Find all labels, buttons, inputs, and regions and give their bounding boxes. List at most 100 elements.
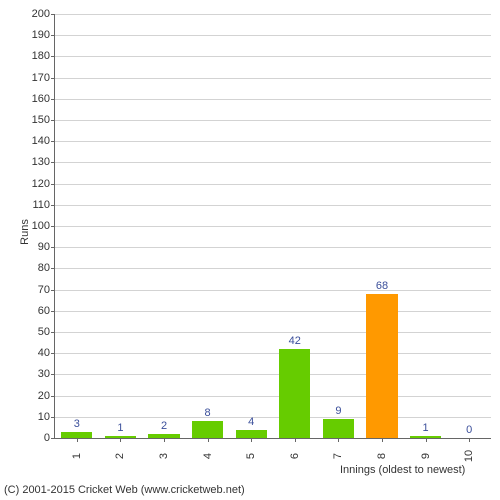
ytick-mark <box>51 162 55 163</box>
ytick-mark <box>51 247 55 248</box>
bar <box>279 349 310 438</box>
ytick-label: 130 <box>32 156 50 168</box>
bar <box>323 419 354 438</box>
ytick-label: 180 <box>32 50 50 62</box>
ytick-label: 110 <box>32 199 50 211</box>
gridline <box>55 205 491 206</box>
gridline <box>55 311 491 312</box>
ytick-mark <box>51 35 55 36</box>
xtick-mark <box>251 438 252 442</box>
xtick-label: 9 <box>420 453 432 459</box>
xtick-label: 2 <box>114 453 126 459</box>
ytick-mark <box>51 184 55 185</box>
ytick-label: 20 <box>38 390 50 402</box>
ytick-mark <box>51 353 55 354</box>
xtick-label: 1 <box>71 453 83 459</box>
bar <box>366 294 397 438</box>
ytick-mark <box>51 99 55 100</box>
ytick-label: 170 <box>32 72 50 84</box>
ytick-label: 0 <box>44 432 50 444</box>
ytick-mark <box>51 396 55 397</box>
gridline <box>55 332 491 333</box>
bar-value-label: 4 <box>248 416 254 428</box>
ytick-mark <box>51 290 55 291</box>
ytick-label: 40 <box>38 347 50 359</box>
gridline <box>55 141 491 142</box>
ytick-mark <box>51 56 55 57</box>
gridline <box>55 226 491 227</box>
xtick-label: 5 <box>245 453 257 459</box>
xtick-mark <box>469 438 470 442</box>
gridline <box>55 290 491 291</box>
gridline <box>55 396 491 397</box>
plot-area: 0102030405060708090100110120130140150160… <box>54 14 491 439</box>
gridline <box>55 374 491 375</box>
xtick-mark <box>382 438 383 442</box>
xtick-mark <box>338 438 339 442</box>
y-axis-label: Runs <box>19 219 31 245</box>
gridline <box>55 268 491 269</box>
ytick-label: 10 <box>38 411 50 423</box>
bar-value-label: 3 <box>74 418 80 430</box>
gridline <box>55 247 491 248</box>
ytick-label: 90 <box>38 241 50 253</box>
bar-value-label: 0 <box>466 424 472 436</box>
ytick-mark <box>51 268 55 269</box>
ytick-mark <box>51 141 55 142</box>
bar-value-label: 9 <box>335 405 341 417</box>
copyright-footer: (C) 2001-2015 Cricket Web (www.cricketwe… <box>4 484 245 496</box>
ytick-mark <box>51 417 55 418</box>
xtick-mark <box>77 438 78 442</box>
bar-value-label: 1 <box>117 422 123 434</box>
xtick-mark <box>120 438 121 442</box>
ytick-label: 80 <box>38 262 50 274</box>
ytick-mark <box>51 226 55 227</box>
xtick-mark <box>208 438 209 442</box>
chart-container: 0102030405060708090100110120130140150160… <box>0 0 500 500</box>
ytick-label: 30 <box>38 368 50 380</box>
bar-value-label: 68 <box>376 280 388 292</box>
ytick-mark <box>51 120 55 121</box>
gridline <box>55 56 491 57</box>
ytick-mark <box>51 332 55 333</box>
ytick-label: 150 <box>32 114 50 126</box>
xtick-label: 8 <box>376 453 388 459</box>
gridline <box>55 184 491 185</box>
x-axis-label: Innings (oldest to newest) <box>340 464 465 476</box>
xtick-label: 7 <box>332 453 344 459</box>
ytick-label: 70 <box>38 284 50 296</box>
bar <box>236 430 267 438</box>
xtick-mark <box>295 438 296 442</box>
xtick-label: 3 <box>158 453 170 459</box>
xtick-mark <box>426 438 427 442</box>
ytick-mark <box>51 374 55 375</box>
bar-value-label: 1 <box>423 422 429 434</box>
ytick-label: 50 <box>38 326 50 338</box>
ytick-mark <box>51 205 55 206</box>
ytick-label: 190 <box>32 29 50 41</box>
bar <box>192 421 223 438</box>
ytick-mark <box>51 78 55 79</box>
ytick-label: 140 <box>32 135 50 147</box>
xtick-mark <box>164 438 165 442</box>
bar-value-label: 8 <box>205 407 211 419</box>
gridline <box>55 78 491 79</box>
bar-value-label: 42 <box>289 335 301 347</box>
ytick-mark <box>51 311 55 312</box>
gridline <box>55 120 491 121</box>
ytick-label: 120 <box>32 178 50 190</box>
ytick-label: 160 <box>32 93 50 105</box>
gridline <box>55 162 491 163</box>
xtick-label: 4 <box>202 453 214 459</box>
gridline <box>55 353 491 354</box>
gridline <box>55 35 491 36</box>
ytick-label: 60 <box>38 305 50 317</box>
ytick-mark <box>51 438 55 439</box>
gridline <box>55 99 491 100</box>
xtick-label: 10 <box>463 450 475 462</box>
ytick-label: 100 <box>32 220 50 232</box>
gridline <box>55 417 491 418</box>
ytick-label: 200 <box>32 8 50 20</box>
gridline <box>55 14 491 15</box>
xtick-label: 6 <box>289 453 301 459</box>
